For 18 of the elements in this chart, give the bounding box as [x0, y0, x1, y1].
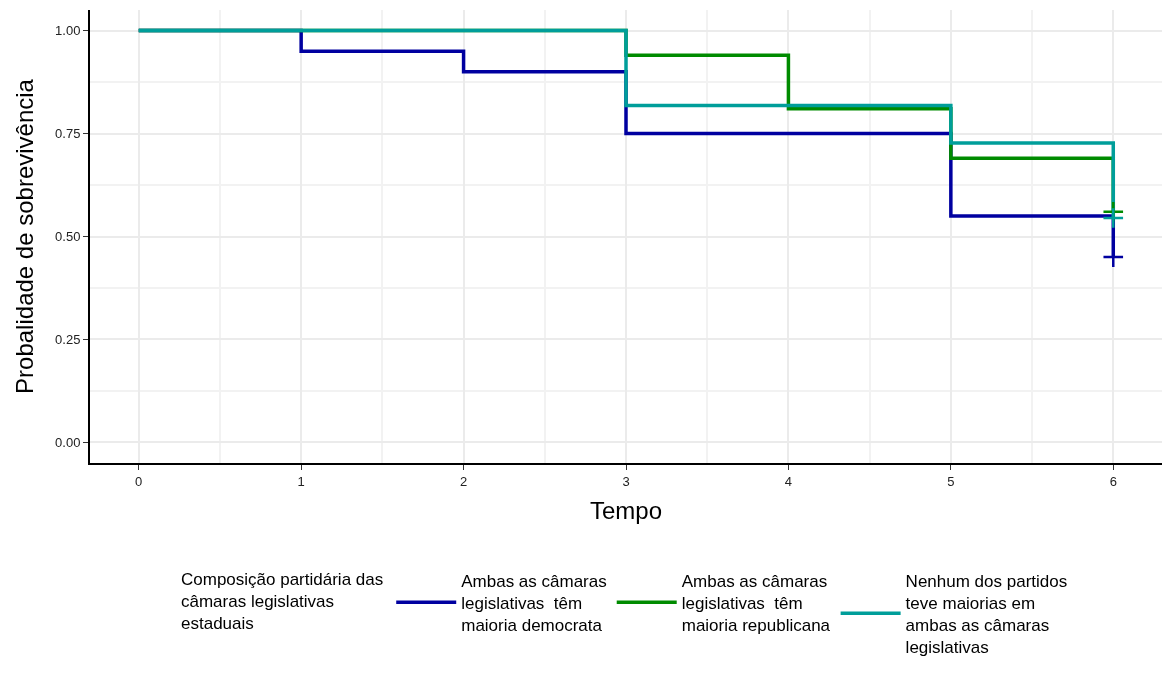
y-tick-label: 0.50 [55, 229, 81, 245]
x-tick-label: 5 [947, 473, 955, 489]
x-tick-label: 4 [784, 473, 793, 489]
x-tick-label: 1 [297, 473, 305, 489]
x-tick-label: 2 [459, 473, 468, 489]
y-tick-label: 0.75 [55, 126, 81, 142]
x-tick-label: 6 [1109, 473, 1117, 489]
y-axis-title: Probalidade de sobrevivência [10, 78, 38, 394]
y-tick-label: 1.00 [55, 23, 81, 39]
legend-label: Ambas as câmaras legislativas têm maioria democrata [461, 571, 607, 636]
legend-label: Ambas as câmaras legislativas têm maioria republicana [681, 571, 831, 636]
y-tick-label: 0.25 [55, 332, 81, 347]
x-tick-label: 3 [622, 473, 630, 489]
y-tick-label: 0.00 [55, 434, 81, 450]
x-axis-title: Tempo [589, 497, 663, 525]
legend-title: Composição partidária das câmaras legislativas estaduais [181, 569, 384, 633]
x-tick-label: 0 [135, 473, 143, 489]
legend-label: Nenhum dos partidos teve maiorias em ambas as câmaras legislativas [905, 571, 1068, 658]
